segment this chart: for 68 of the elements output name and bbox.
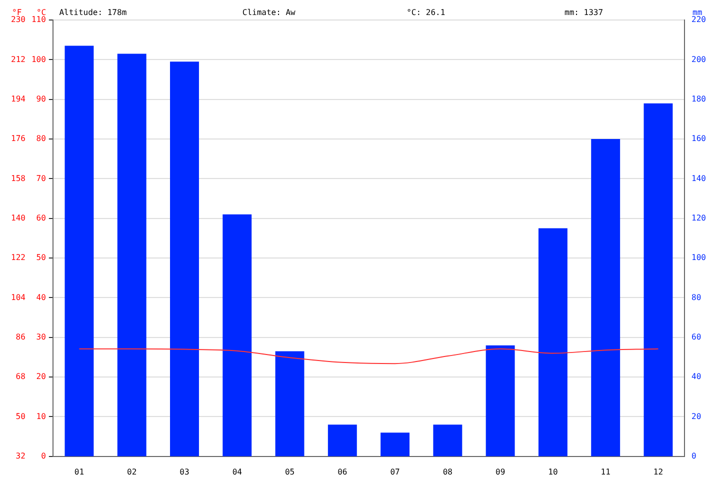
- y2-tick-label: 120: [692, 213, 706, 222]
- x-tick-label: 07: [390, 467, 400, 476]
- bar: [328, 424, 357, 456]
- y3-tick-label: 176: [10, 134, 26, 144]
- text: Climate: Aw: [242, 8, 296, 17]
- y-tick-label: 50: [36, 253, 46, 262]
- y2-tick-label: 40: [692, 372, 702, 382]
- y2-tick-label: 220: [692, 15, 706, 24]
- x-tick-label: 11: [600, 467, 611, 476]
- y3-tick-label: 50: [16, 412, 26, 421]
- y3-tick-label: 86: [16, 332, 26, 342]
- bar: [538, 228, 568, 456]
- y2-tick-label: 0: [692, 451, 697, 460]
- y-tick-label: 100: [31, 54, 46, 64]
- bar: [117, 54, 146, 456]
- y-tick-label: 90: [36, 94, 46, 104]
- bar: [486, 345, 515, 456]
- x-tick-label: 05: [284, 467, 295, 476]
- bar: [64, 46, 94, 456]
- y2-tick-label: 180: [692, 94, 706, 104]
- y-tick-label: 0: [41, 451, 46, 460]
- y2-tick-label: 100: [692, 253, 706, 262]
- y2-tick-label: 140: [692, 174, 706, 183]
- y2-tick-label: 20: [692, 412, 702, 421]
- x-tick-label: 12: [653, 467, 664, 476]
- y3-tick-label: 32: [16, 451, 26, 460]
- y-tick-label: 10: [36, 412, 46, 421]
- y3-axis-title: °F: [12, 8, 22, 17]
- bar: [644, 103, 673, 456]
- bar: [380, 432, 410, 456]
- y3-tick-label: 104: [10, 292, 26, 302]
- y2-tick-label: 160: [692, 134, 706, 144]
- y-tick-label: 30: [36, 332, 46, 342]
- y2-axis-title: mm: [692, 8, 702, 17]
- x-tick-label: 06: [338, 467, 348, 476]
- y2-tick-label: 80: [692, 292, 702, 302]
- y3-tick-label: 158: [10, 174, 26, 183]
- y3-tick-label: 140: [10, 213, 26, 222]
- y-axis-title: °C: [36, 8, 46, 17]
- y-tick-label: 40: [36, 292, 46, 302]
- text: mm: 1337: [564, 8, 604, 17]
- bar: [222, 214, 252, 456]
- y3-tick-label: 68: [16, 372, 26, 382]
- text: °C: 26.1: [406, 8, 446, 17]
- y3-tick-label: 212: [10, 54, 26, 64]
- x-tick-label: 03: [180, 467, 190, 476]
- x-tick-label: 02: [127, 467, 137, 476]
- y3-tick-label: 230: [10, 15, 26, 24]
- x-tick-label: 01: [74, 467, 84, 476]
- text: Altitude: 178m: [59, 8, 127, 17]
- y-tick-label: 20: [36, 372, 46, 382]
- x-tick-label: 08: [442, 467, 453, 476]
- bar: [433, 424, 462, 456]
- bar: [170, 62, 199, 456]
- y-tick-label: 80: [36, 134, 46, 144]
- y3-tick-label: 122: [10, 253, 26, 262]
- y2-tick-label: 200: [692, 54, 706, 64]
- y-tick-label: 60: [36, 213, 46, 222]
- y2-tick-label: 60: [692, 332, 702, 342]
- bar: [275, 351, 304, 456]
- y3-tick-label: 194: [10, 94, 26, 104]
- line-series: [78, 348, 659, 364]
- x-tick-label: 10: [548, 467, 558, 476]
- x-tick-label: 04: [232, 467, 242, 476]
- x-tick-label: 09: [496, 467, 506, 476]
- y-tick-label: 70: [36, 174, 46, 183]
- y-tick-label: 110: [31, 15, 46, 24]
- bar: [591, 139, 620, 456]
